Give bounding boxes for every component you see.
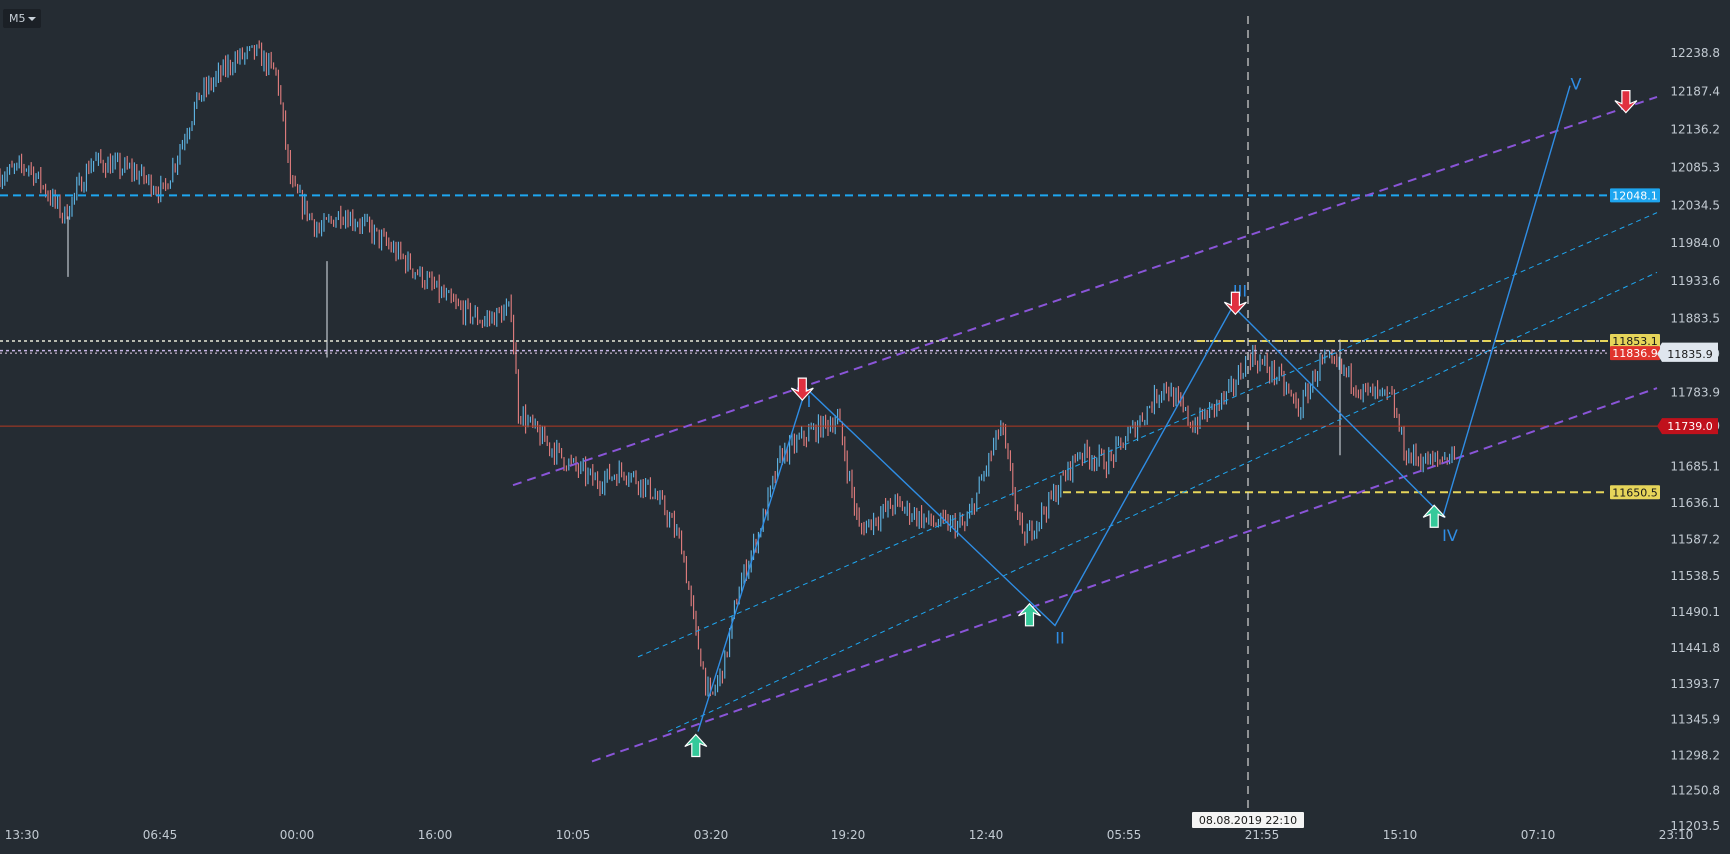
tag-shape <box>1610 346 1660 361</box>
price-tick-label: 11883.5 <box>1670 311 1720 325</box>
timeframe-selector[interactable]: M5 <box>3 9 41 28</box>
current-price-tag: 11739.0 <box>1657 418 1718 435</box>
wave-label: IV <box>1442 526 1458 545</box>
tag-value: 11650.5 <box>1612 486 1658 499</box>
price-tick-label: 11490.1 <box>1670 605 1720 619</box>
time-axis[interactable]: 13:30 06:45 00:00 16:00 10:05 03:20 19:20 12:40… <box>5 828 1694 842</box>
candlestick-series <box>0 40 1455 697</box>
time-tick-label: 12:40 <box>969 828 1004 842</box>
elliott-wave-path <box>697 85 1571 732</box>
sell-signal-arrow-icon <box>1223 291 1247 316</box>
tag-value: 11835.9 <box>1667 348 1713 361</box>
channel-line <box>512 95 1658 487</box>
wave-label: II <box>1055 628 1064 647</box>
tag-shape <box>1657 345 1718 362</box>
support-price-tag: 11650.5 <box>1610 485 1660 500</box>
price-tick-label: 12136.2 <box>1670 123 1720 137</box>
price-tick-label: 11250.8 <box>1670 784 1720 798</box>
time-tick-label: 15:10 <box>1383 828 1418 842</box>
sell-signal-arrow-icon <box>790 377 814 401</box>
buy-signal-arrow-icon <box>1422 504 1446 528</box>
wave-label: V <box>1571 74 1582 93</box>
level-price-tag: 11836.9 <box>1610 346 1660 361</box>
tag-value: 11853.1 <box>1612 335 1658 348</box>
level-price-tag: 11835.9 <box>1657 345 1718 362</box>
time-tick-label: 07:10 <box>1521 828 1556 842</box>
tag-value: 11739.0 <box>1667 420 1713 433</box>
price-tick-label: 11636.1 <box>1670 496 1720 510</box>
price-tick-label: 11984.0 <box>1670 236 1720 250</box>
price-tick-label: 11933.6 <box>1670 274 1720 288</box>
price-tick-label: 11345.9 <box>1670 713 1720 727</box>
buy-signal-arrow-icon <box>684 733 708 758</box>
price-tick-label: 11298.2 <box>1670 748 1720 762</box>
chevron-down-icon <box>28 17 36 21</box>
time-tick-label: 21:55 <box>1245 828 1280 842</box>
time-tick-label: 06:45 <box>143 828 178 842</box>
time-tick-label: 10:05 <box>556 828 591 842</box>
tag-value: 11836.9 <box>1612 347 1658 360</box>
buy-signal-arrow-icon <box>1018 602 1041 627</box>
resistance-price-tag: 12048.1 <box>1610 188 1660 203</box>
channel-line <box>591 387 1658 763</box>
time-tick-label: 13:30 <box>5 828 40 842</box>
tag-shape <box>1610 333 1660 348</box>
price-axis[interactable]: 12238.8 12187.4 12136.2 12085.3 12034.5 11984… <box>1670 46 1720 833</box>
time-tick-label: 19:20 <box>831 828 866 842</box>
sell-signal-arrow-icon <box>1614 90 1638 114</box>
price-tick-label: 12034.5 <box>1670 199 1720 213</box>
tag-shape <box>1610 485 1660 500</box>
time-tick-label: 00:00 <box>280 828 315 842</box>
price-tick-label: 12187.4 <box>1670 84 1720 98</box>
price-tags: 08.08.2019 22:1012048.111853.111840.1118… <box>1192 188 1718 828</box>
channel-line <box>667 271 1658 733</box>
crosshair-date-box <box>1192 812 1304 828</box>
level-price-tag: 11853.1 <box>1610 333 1660 348</box>
time-tick-label: 16:00 <box>418 828 453 842</box>
tag-shape <box>1610 188 1660 203</box>
price-tick-label: 11203.5 <box>1670 819 1720 833</box>
time-tick-label: 23:10 <box>1659 828 1694 842</box>
timeframe-label: M5 <box>9 12 26 25</box>
price-tick-label: 11685.1 <box>1670 459 1720 473</box>
price-tick-label: 11538.5 <box>1670 569 1720 583</box>
wave-label: I <box>807 392 812 411</box>
tag-value: 12048.1 <box>1612 189 1658 202</box>
price-tick-label: 11441.8 <box>1670 641 1720 655</box>
price-tick-label: 11783.9 <box>1670 386 1720 400</box>
price-tick-label: 11587.2 <box>1670 533 1720 547</box>
crosshair-date-label: 08.08.2019 22:10 <box>1199 814 1297 827</box>
price-tick-label: 11393.7 <box>1670 677 1720 691</box>
price-tick-label: 12085.3 <box>1670 161 1720 175</box>
time-tick-label: 03:20 <box>694 828 729 842</box>
price-tick-label: 12238.8 <box>1670 46 1720 60</box>
time-tick-label: 05:55 <box>1107 828 1142 842</box>
tag-shape <box>1657 418 1718 435</box>
